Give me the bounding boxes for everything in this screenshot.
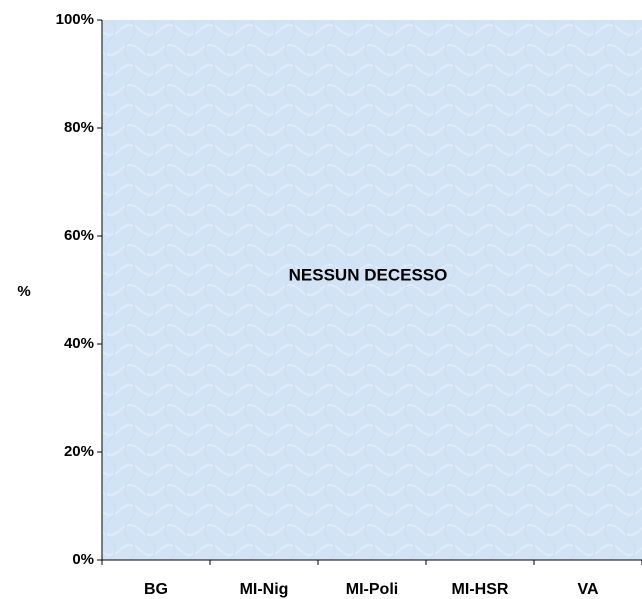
x-tick-label: MI-Nig (240, 581, 289, 598)
y-tick-label: 80% (64, 119, 94, 136)
y-tick-label: 60% (64, 227, 94, 244)
x-tick-label: VA (577, 581, 598, 598)
x-tick-label: MI-Poli (346, 581, 398, 598)
x-tick-label: BG (144, 581, 168, 598)
x-tick-label: MI-HSR (452, 581, 509, 598)
y-tick-label: 100% (56, 11, 94, 28)
y-tick-label: 40% (64, 335, 94, 352)
plot-texture (102, 20, 642, 560)
y-tick-label: 0% (72, 551, 94, 568)
y-axis-label: % (17, 283, 30, 300)
y-tick-label: 20% (64, 443, 94, 460)
annotation: NESSUN DECESSO (289, 265, 448, 284)
